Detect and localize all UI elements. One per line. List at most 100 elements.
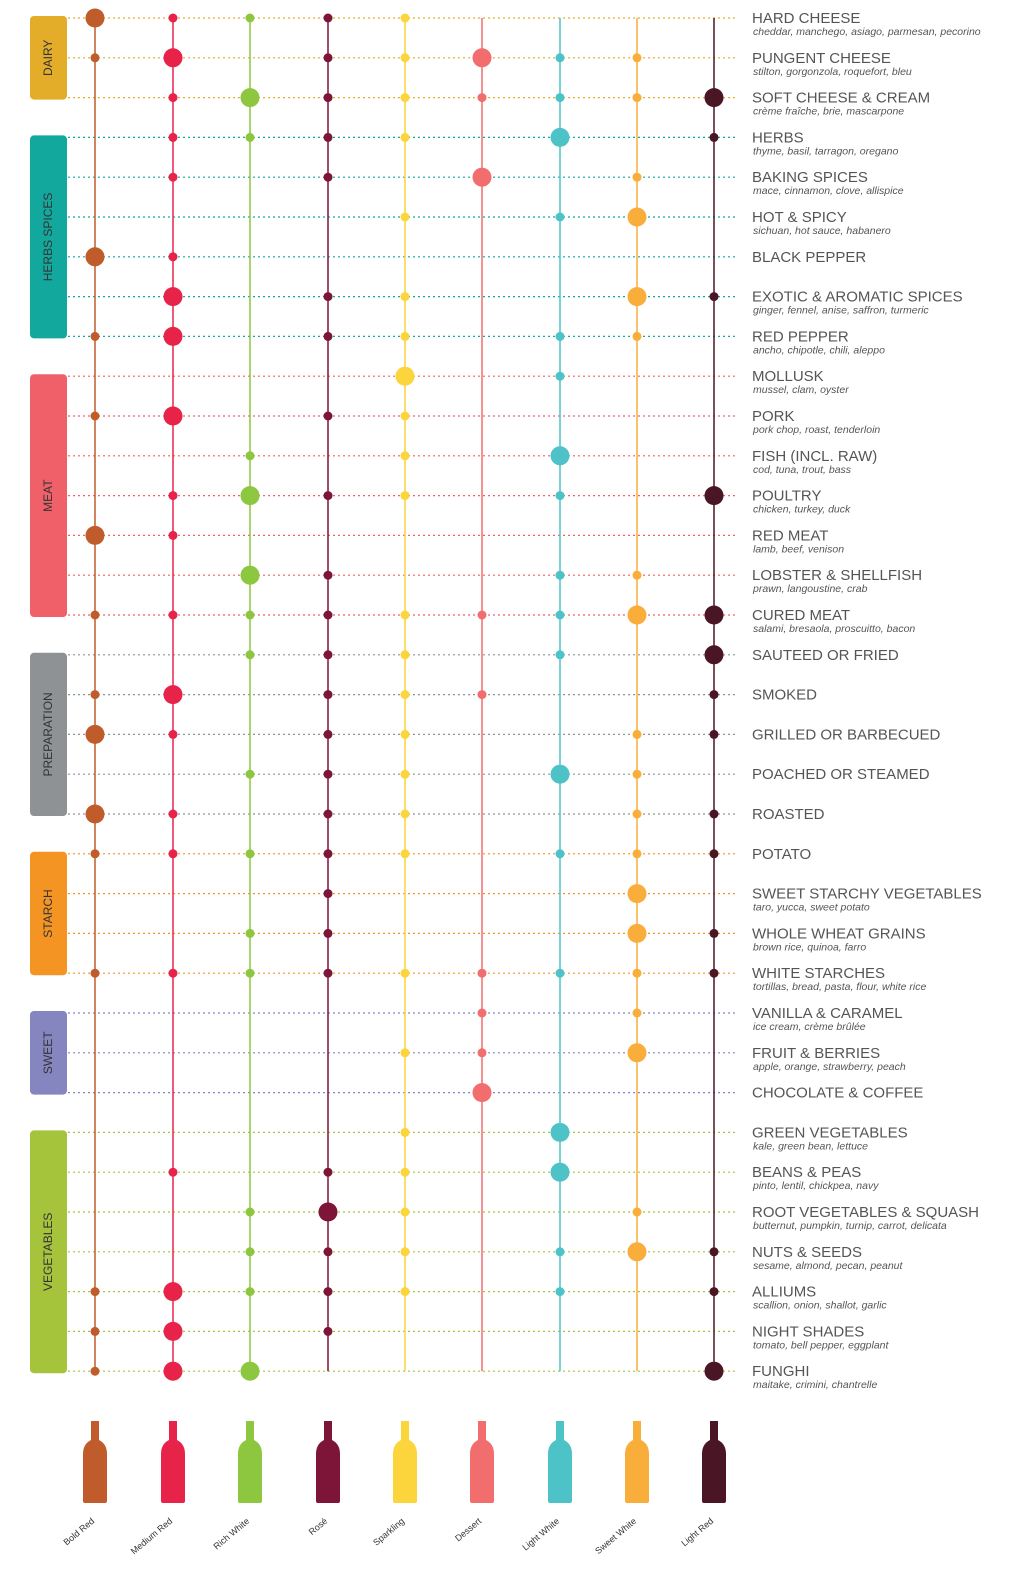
pairing-dot [168,13,178,23]
pairing-dot [90,1287,100,1297]
food-name: HOT & SPICY [752,209,847,226]
food-name: HARD CHEESE [752,10,860,27]
food-name: SMOKED [752,687,817,704]
pairing-dot [400,1048,410,1058]
category-label: STARCH [41,889,55,937]
food-name: SOFT CHEESE & CREAM [752,90,930,107]
perfect-pairing-dot [550,446,570,466]
category-tabs: DAIRY HERBS SPICES MEAT PREPARATION STARCH SW… [30,16,67,1374]
pairing-dot [245,650,255,660]
food-name: ROASTED [752,806,825,823]
pairing-dot [400,650,410,660]
category-tab [30,1011,67,1095]
pairing-dot [168,610,178,620]
pairing-dot [245,1287,255,1297]
pairing-dot [400,809,410,819]
perfect-pairing-dot [240,1361,260,1381]
perfect-pairing-dot [163,406,183,426]
wine-bottle-icon [83,1421,107,1503]
pairing-dot [400,690,410,700]
pairing-dot [400,411,410,421]
food-examples: maitake, crimini, chantrelle [753,1379,877,1391]
pairing-dot [90,610,100,620]
perfect-pairing-dot [627,884,647,904]
pairing-dot [168,729,178,739]
perfect-pairing-dot [318,1202,338,1222]
perfect-pairing-dot [85,8,105,28]
pairing-dot [555,371,565,381]
perfect-pairing-dot [163,287,183,307]
pairing-dot [400,1247,410,1257]
pairing-dot [323,411,333,421]
food-examples: salami, bresaola, proscuitto, bacon [753,623,915,635]
pairing-dot [168,252,178,262]
pairing-dot [709,849,719,859]
food-examples: ancho, chipotle, chili, aleppo [753,344,885,356]
food-examples: kale, green bean, lettuce [753,1140,868,1152]
food-examples: thyme, basil, tarragon, oregano [753,145,898,157]
food-examples: tomato, bell pepper, eggplant [753,1339,890,1351]
perfect-pairing-dot [163,1321,183,1341]
food-examples: sichuan, hot sauce, habanero [753,225,891,237]
food-name: FISH (INCL. RAW) [752,448,877,465]
pairing-dot [400,769,410,779]
pairing-dot [400,491,410,501]
food-examples: scallion, onion, shallot, garlic [753,1300,887,1312]
pairing-dot [477,1008,487,1018]
food-name: GRILLED OR BARBECUED [752,726,941,743]
pairing-dot [632,172,642,182]
food-name: VANILLA & CARAMEL [752,1005,903,1022]
pairing-dot [555,53,565,63]
pairing-dot [632,769,642,779]
pairing-dot [477,968,487,978]
pairing-dot [400,93,410,103]
wine-bottles [83,1421,726,1503]
wine-label: Rosé [307,1516,330,1537]
food-name: NUTS & SEEDS [752,1244,862,1261]
perfect-pairing-dot [627,207,647,227]
food-name: ROOT VEGETABLES & SQUASH [752,1204,979,1221]
food-examples: brown rice, quinoa, farro [753,941,866,953]
category-tab [30,652,67,816]
perfect-pairing-dot [550,1122,570,1142]
perfect-pairing-dot [85,247,105,267]
food-examples: lamb, beef, venison [753,543,844,555]
pairing-dot [90,53,100,63]
perfect-pairing-dot [472,167,492,187]
pairing-dot [632,1207,642,1217]
pairing-dot [323,132,333,142]
pairing-dot [323,331,333,341]
category-tab [30,16,67,100]
pairing-dot [323,13,333,23]
perfect-pairing-dot [85,724,105,744]
category-label: MEAT [41,479,55,512]
perfect-pairing-dot [472,48,492,68]
wine-label: Bold Red [61,1516,96,1547]
perfect-pairing-dot [85,804,105,824]
pairing-dot [323,610,333,620]
perfect-pairing-dot [163,685,183,705]
pairing-dot [323,53,333,63]
pairing-dot [632,53,642,63]
wine-label: Sweet White [593,1516,638,1556]
pairing-dot [477,610,487,620]
pairing-dot [168,93,178,103]
pairing-dot [168,491,178,501]
pairing-dot [168,849,178,859]
food-name: EXOTIC & AROMATIC SPICES [752,289,963,306]
pairing-dot [168,809,178,819]
pairing-dot [323,1167,333,1177]
food-examples: chicken, turkey, duck [753,504,851,516]
perfect-pairing-dot [163,1282,183,1302]
perfect-pairing-dot [85,525,105,545]
pairing-dot [323,809,333,819]
pairing-dot [400,849,410,859]
pairing-dot [555,491,565,501]
pairing-dot [245,968,255,978]
pairing-dot [245,769,255,779]
perfect-pairing-dot [240,565,260,585]
food-name: POACHED OR STEAMED [752,766,930,783]
pairing-dot [555,331,565,341]
food-examples: cheddar, manchego, asiago, parmesan, pec… [753,26,981,38]
